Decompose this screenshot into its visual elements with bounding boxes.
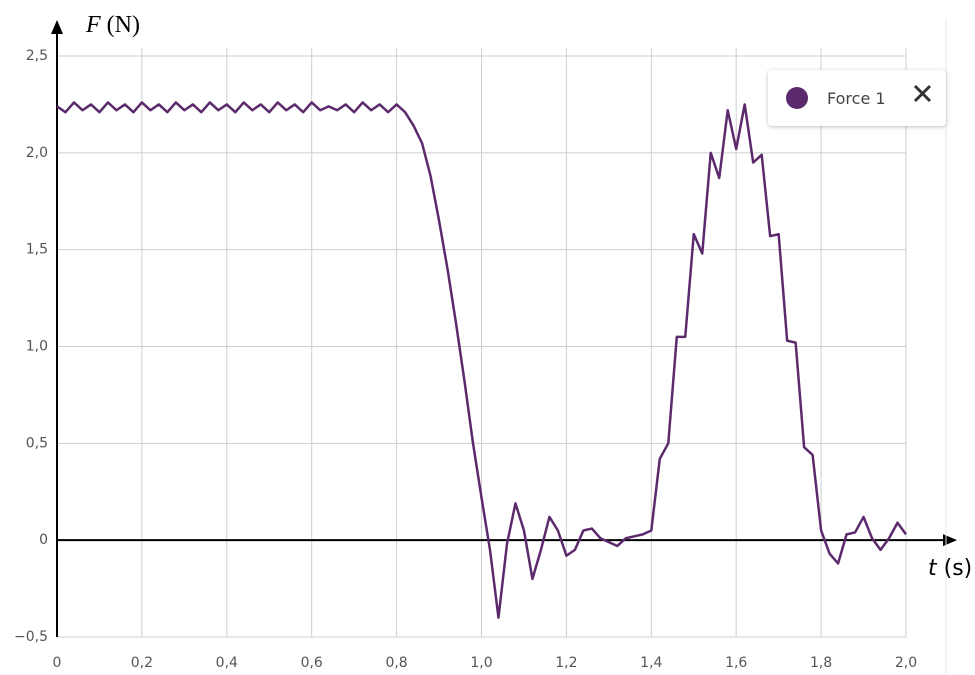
x-tick-label: 0 [53,655,62,671]
y-tick-label: 2,0 [26,145,48,161]
y-axis-label: F (N) [85,12,140,38]
y-symbol: F [85,12,101,38]
x-tick-label: 1,4 [640,655,662,671]
x-tick-label: 0,8 [385,655,407,671]
page: −0,5 0 0,5 1,0 1,5 2,0 2,5 0 0,2 0,4 0,6 0,8 1,0 1,2 1… [0,0,975,675]
legend: Force 1 [768,70,946,126]
y-unit: (N) [107,12,140,38]
y-tick-label: 1,0 [26,339,48,355]
x-tick-label: 1,6 [725,655,747,671]
x-axis-arrow [943,534,957,546]
y-tick-label: 0,5 [26,435,48,451]
chart: −0,5 0 0,5 1,0 1,5 2,0 2,5 0 0,2 0,4 0,6 0,8 1,0 1,2 1… [0,0,975,675]
y-tick-label: 2,5 [26,48,48,64]
x-axis-label: t (s) [928,556,972,581]
x-tick-label: 0,2 [131,655,153,671]
y-axis-arrow [51,20,63,34]
x-symbol: t [928,556,938,581]
y-tick-label: −0,5 [14,629,48,645]
x-tick-label: 1,8 [810,655,832,671]
x-tick-label: 0,4 [216,655,238,671]
y-tick-label: 1,5 [26,242,48,258]
x-tick-label: 0,6 [301,655,323,671]
y-tick-label: 0 [39,532,48,548]
legend-label: Force 1 [827,89,886,108]
x-unit: (s) [944,556,973,581]
x-tick-label: 2,0 [895,655,917,671]
x-tick-label: 1,2 [555,655,577,671]
x-tick-label: 1,0 [470,655,492,671]
legend-marker [786,87,808,109]
